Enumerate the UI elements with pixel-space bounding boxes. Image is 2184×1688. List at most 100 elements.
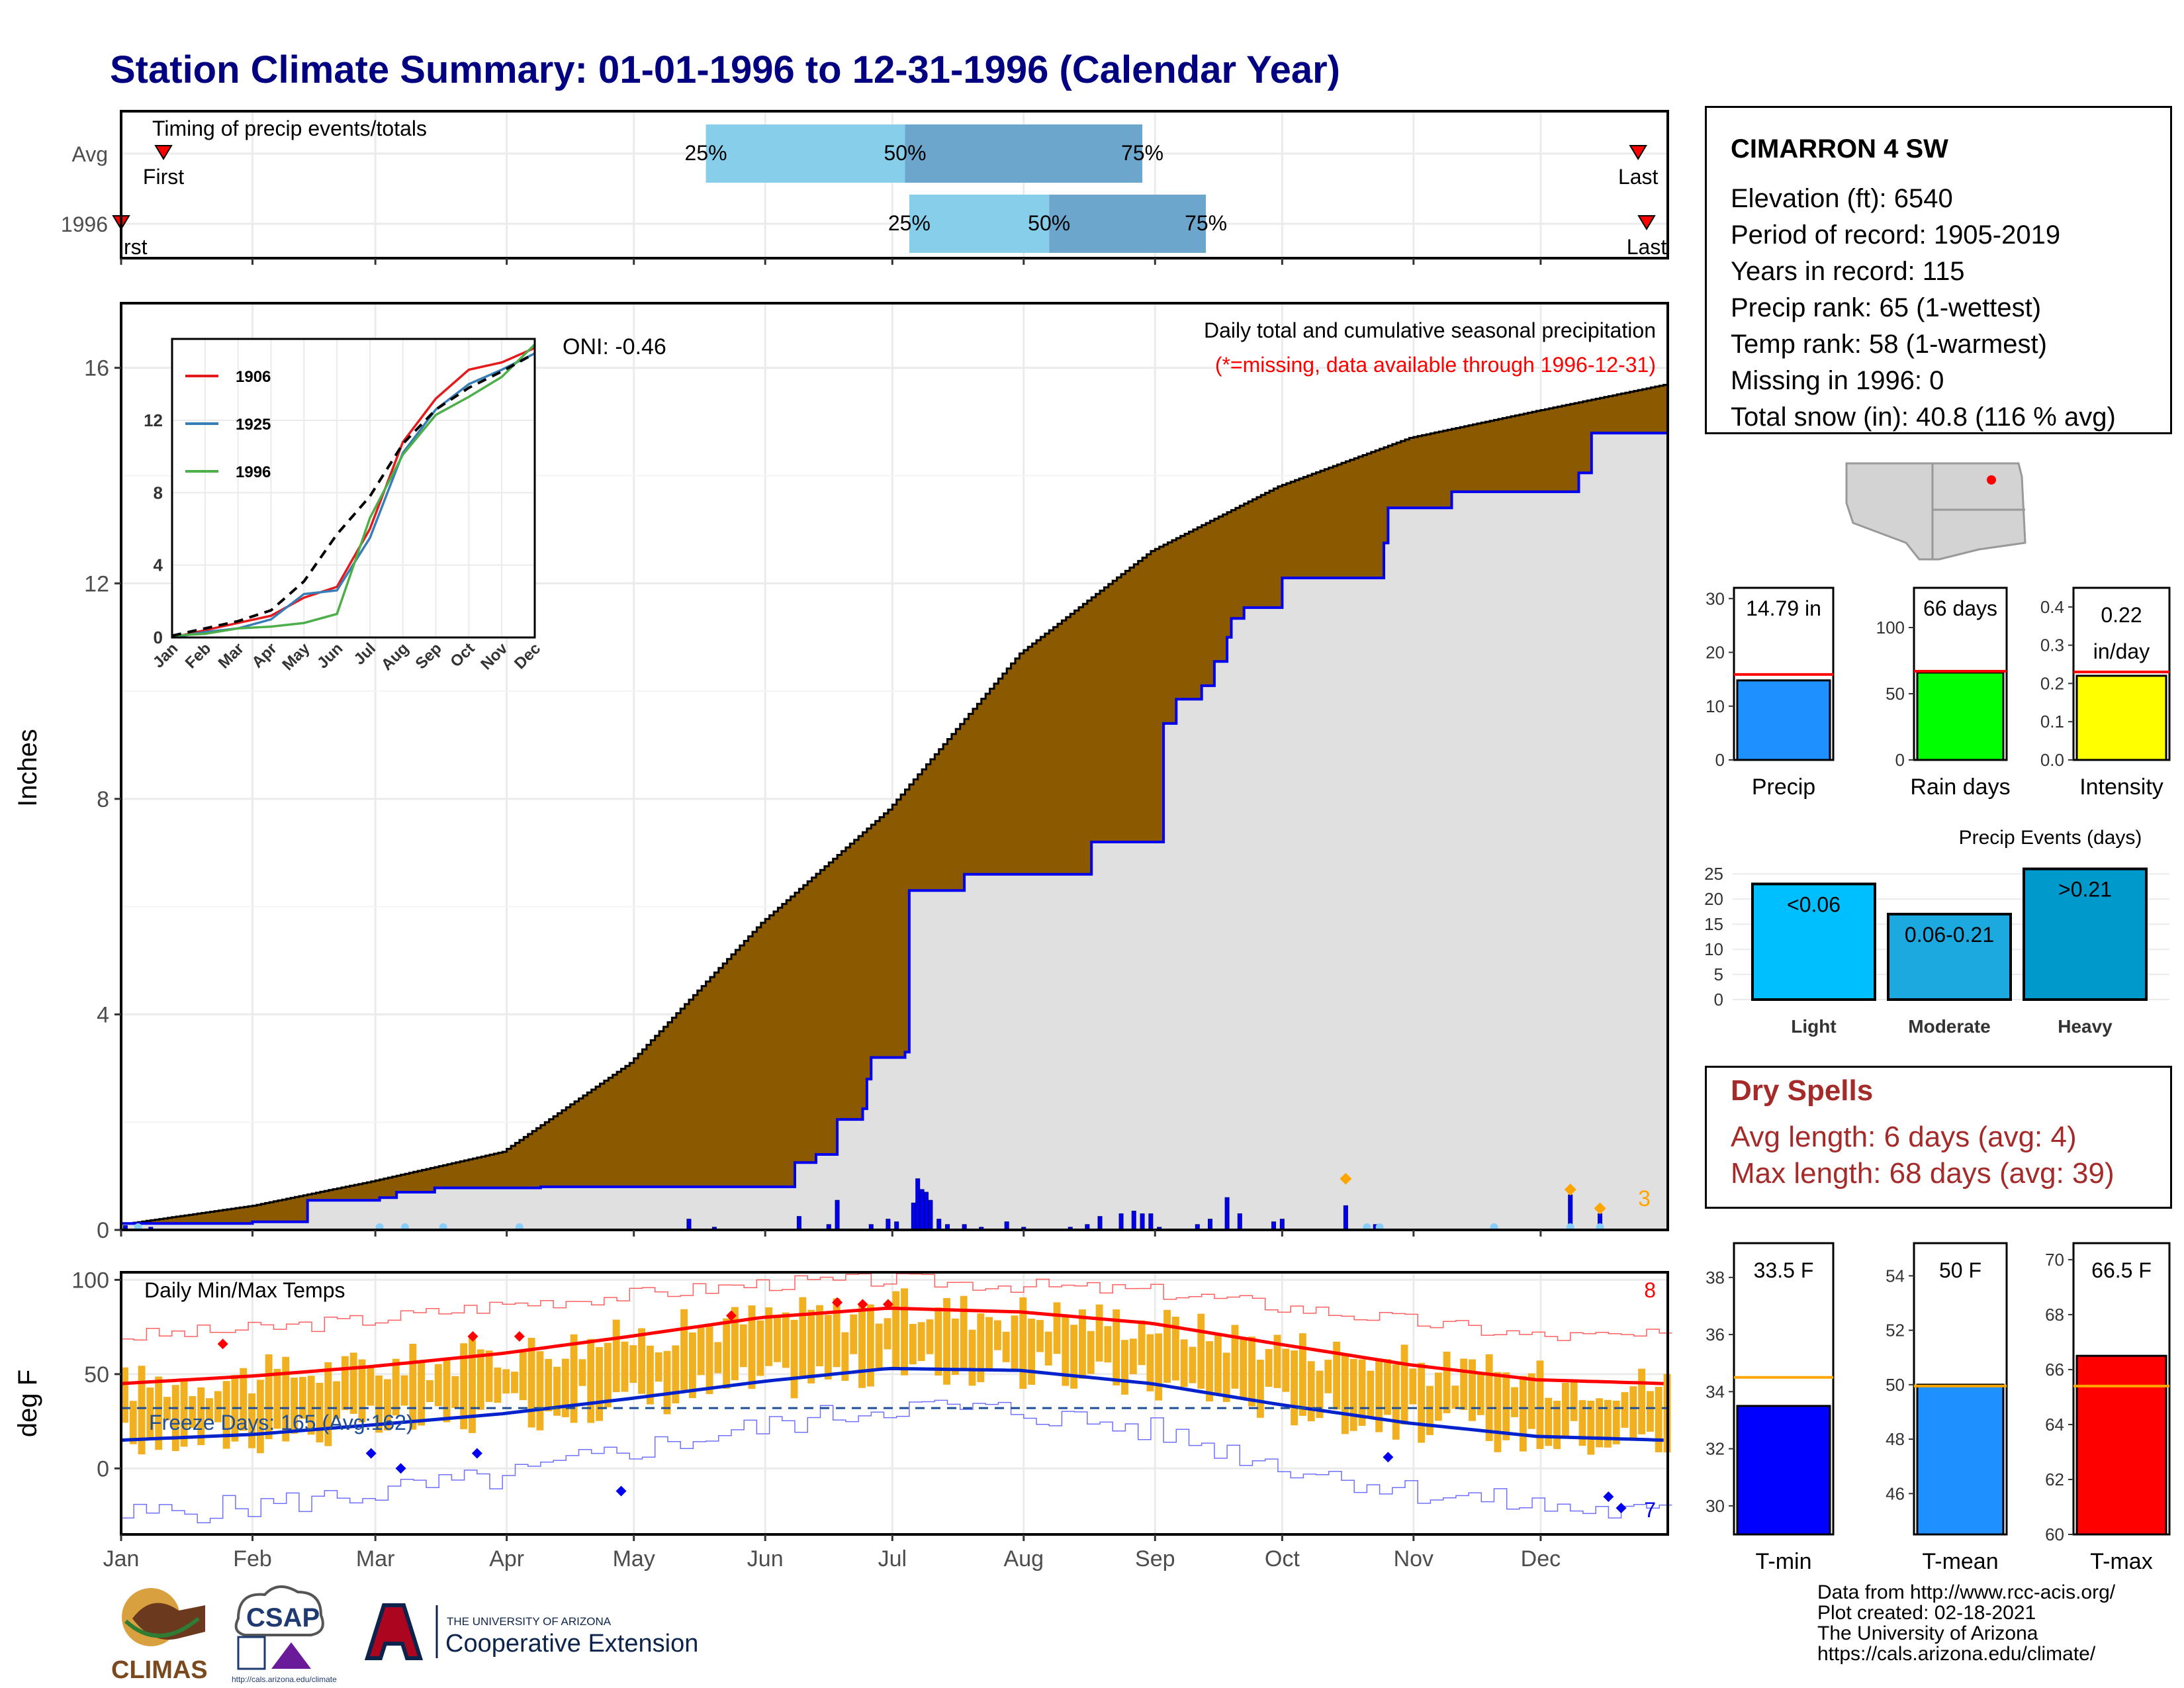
daily-temp-bar	[1502, 1372, 1510, 1440]
daily-temp-bar	[960, 1295, 968, 1369]
daily-temp-bar	[1612, 1400, 1620, 1444]
daily-temp-bar	[1655, 1387, 1662, 1452]
daily-temp-bar	[1494, 1372, 1502, 1452]
record-high-marker	[514, 1331, 525, 1342]
precip-panel-subtitle: (*=missing, data available through 1996-…	[1215, 353, 1656, 377]
precip-summary-value-bar	[1916, 671, 2005, 761]
temp-summary-ytick-label: 30	[1706, 1496, 1725, 1516]
daily-temp-bar	[1291, 1350, 1298, 1426]
daily-temp-bar	[1206, 1341, 1213, 1402]
timing-last-marker	[1637, 215, 1656, 230]
precip-summary-ytick-label: 0.0	[2040, 750, 2064, 770]
timing-last-label: Last	[1627, 235, 1667, 259]
daily-temp-bar	[206, 1398, 213, 1421]
daily-temp-bar	[841, 1332, 849, 1381]
daily-temp-bar	[1451, 1385, 1459, 1409]
record-low-marker	[1603, 1491, 1614, 1503]
daily-temp-bar	[553, 1366, 561, 1416]
record-low-marker	[1383, 1452, 1394, 1463]
daily-precip-bar	[1208, 1219, 1213, 1231]
daily-temp-bar	[629, 1345, 637, 1383]
daily-temp-bar	[1104, 1326, 1112, 1363]
daily-temp-bar	[993, 1320, 1001, 1350]
daily-precip-bar	[919, 1189, 925, 1231]
normal-tmax-line	[120, 1306, 1664, 1385]
daily-temp-bar	[646, 1345, 654, 1405]
month-tick-label: Oct	[1265, 1546, 1300, 1571]
timing-last-marker	[1629, 145, 1647, 160]
daily-precip-bar	[915, 1178, 921, 1231]
climas-logo: CLIMAS	[111, 1588, 208, 1684]
daily-temp-bar	[1485, 1354, 1493, 1441]
daily-temp-bar	[392, 1358, 400, 1416]
daily-temp-bar	[1053, 1302, 1061, 1354]
ua-logo: THE UNIVERSITY OF ARIZONA Cooperative Ex…	[364, 1603, 698, 1660]
daily-temp-bar	[282, 1356, 290, 1442]
daily-temp-bar	[1477, 1372, 1484, 1415]
record-low-count: 7	[1644, 1498, 1656, 1522]
temp-summary-ytick-label: 36	[1706, 1325, 1725, 1344]
daily-temp-bar	[1044, 1331, 1052, 1366]
timing-quartile-bar-low	[705, 124, 905, 183]
inset-ytick-label: 12	[144, 410, 163, 430]
month-tick-label: Jul	[878, 1546, 907, 1571]
daily-temp-bar	[1324, 1360, 1332, 1393]
daily-temp-bar	[383, 1379, 391, 1430]
daily-temp-bar	[1079, 1309, 1086, 1379]
events-ytick-label: 25	[1704, 864, 1723, 884]
daily-temp-bar	[816, 1305, 823, 1367]
daily-temp-bar	[494, 1367, 502, 1403]
month-tick-label: Mar	[356, 1546, 395, 1571]
dry-spells-box: Dry Spells Avg length: 6 days (avg: 4) M…	[1705, 1066, 2172, 1209]
daily-temp-bar	[1138, 1320, 1146, 1366]
daily-temp-bar	[1629, 1386, 1637, 1441]
daily-temp-bar	[934, 1307, 942, 1376]
precip-panel-frame	[120, 302, 1669, 1231]
daily-temp-bar	[1570, 1382, 1578, 1421]
daily-temp-bar	[799, 1297, 807, 1378]
timing-label-75: 75%	[1185, 211, 1227, 235]
precip-summary-value-label: 14.79 in	[1746, 596, 1821, 620]
daily-temp-bar	[273, 1368, 281, 1429]
daily-temp-bar	[909, 1323, 917, 1365]
extreme-precip-marker	[1340, 1172, 1352, 1185]
daily-temp-bar	[1400, 1344, 1408, 1425]
precip-summary-value-label: 66 days	[1923, 596, 1997, 620]
daily-temp-bar	[1349, 1358, 1357, 1431]
events-bar-label: 0.06-0.21	[1905, 923, 1994, 947]
temp-summary-name-label: T-min	[1756, 1549, 1812, 1574]
page-title: Station Climate Summary: 01-01-1996 to 1…	[110, 48, 1340, 91]
daily-temp-bar	[765, 1307, 773, 1366]
daily-precip-bar	[796, 1216, 801, 1231]
daily-temp-bar	[248, 1393, 255, 1448]
daily-temp-bar	[358, 1359, 366, 1423]
daily-temp-bar	[943, 1297, 951, 1385]
daily-temp-bar	[1460, 1358, 1468, 1411]
daily-temp-bar	[697, 1327, 705, 1376]
daily-temp-bar	[672, 1345, 680, 1404]
daily-temp-bar	[1418, 1362, 1426, 1443]
daily-temp-bar	[774, 1317, 781, 1362]
temp-summary-ytick-label: 50	[1886, 1375, 1905, 1395]
inset-series-line-1906	[171, 347, 535, 639]
daily-precip-bar	[1140, 1213, 1145, 1231]
daily-temp-bar	[265, 1354, 273, 1440]
temp-ytick-label: 50	[84, 1362, 109, 1387]
daily-temp-bar	[1341, 1354, 1349, 1434]
daily-temp-bar	[1163, 1309, 1171, 1383]
temp-summary-ytick-label: 46	[1886, 1483, 1905, 1503]
daily-temp-bar	[434, 1364, 442, 1407]
daily-temp-bar	[443, 1358, 451, 1423]
daily-temp-bar	[1307, 1361, 1315, 1422]
daily-temp-bar	[333, 1381, 341, 1419]
precip-summary-ytick-label: 0.2	[2040, 673, 2064, 693]
credit-data-source: Data from http://www.rcc-acis.org/	[1817, 1581, 2116, 1603]
record-low-marker	[1615, 1503, 1627, 1514]
precip-summary-value-bar	[1736, 679, 1831, 761]
temp-summary-value-bar	[2075, 1354, 2167, 1536]
credit-plot-date: Plot created: 02-18-2021	[1817, 1602, 2036, 1624]
events-bar-label: <0.06	[1787, 892, 1841, 916]
inset-ytick-label: 8	[154, 483, 163, 502]
daily-temp-bar	[875, 1323, 883, 1371]
temp-summary-ytick-label: 52	[1886, 1321, 1905, 1340]
